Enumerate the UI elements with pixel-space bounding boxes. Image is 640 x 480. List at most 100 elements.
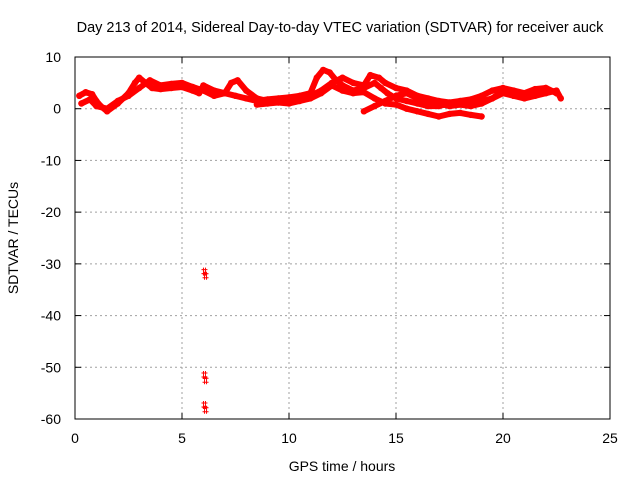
data-point (202, 405, 209, 414)
data-point (148, 84, 156, 92)
data-point (317, 90, 325, 97)
data-point (531, 92, 539, 100)
data-point (136, 74, 143, 81)
data-point (521, 90, 528, 97)
data-point (510, 92, 517, 100)
y-tick-label: -40 (41, 308, 61, 324)
data-point (264, 100, 271, 107)
data-point (424, 102, 432, 110)
data-point (103, 105, 111, 112)
data-point (521, 95, 528, 102)
data-point (136, 84, 143, 92)
y-tick-label: 0 (53, 101, 61, 117)
data-point (553, 90, 560, 97)
data-point (86, 96, 94, 103)
data-point (178, 79, 186, 87)
data-point (76, 92, 83, 100)
data-point (253, 95, 261, 102)
x-tick-label: 5 (178, 430, 186, 446)
data-point (243, 95, 250, 102)
data-point (253, 101, 261, 108)
data-point (307, 95, 314, 102)
data-point (360, 89, 368, 96)
data-points (76, 66, 564, 414)
data-point (328, 82, 335, 89)
data-point (275, 99, 282, 106)
x-tick-label: 15 (388, 430, 404, 446)
data-point (131, 79, 139, 87)
data-point (403, 97, 410, 105)
chart-title: Day 213 of 2014, Sidereal Day-to-day VTE… (77, 20, 605, 36)
series-trace-3 (253, 82, 485, 120)
y-tick-label: -60 (41, 411, 61, 427)
data-point (478, 100, 485, 107)
data-point (377, 84, 385, 92)
data-point (382, 79, 389, 87)
series-trace-4 (360, 84, 560, 115)
data-point (313, 74, 320, 81)
data-point (424, 110, 432, 118)
data-point (210, 92, 218, 100)
data-point (88, 91, 96, 98)
data-point (93, 102, 100, 110)
data-point (457, 101, 464, 108)
data-point (146, 77, 154, 84)
data-point (435, 113, 442, 120)
data-point (78, 100, 85, 107)
data-point (285, 100, 293, 107)
data-point (446, 102, 453, 110)
data-point (234, 77, 241, 84)
data-point (435, 100, 442, 107)
y-tick-label: -10 (41, 152, 61, 168)
data-point (467, 102, 475, 110)
data-point (82, 89, 89, 96)
data-point (403, 90, 410, 97)
data-point (221, 90, 228, 97)
data-point (489, 87, 496, 94)
data-point (367, 71, 374, 79)
data-point (414, 95, 421, 102)
y-tick-label: -20 (41, 204, 61, 220)
data-point (557, 95, 564, 102)
data-point (392, 84, 400, 92)
y-tick-label: 10 (45, 49, 61, 65)
data-point (202, 271, 209, 280)
x-tick-label: 20 (495, 430, 511, 446)
data-point (499, 87, 507, 94)
data-point (384, 90, 391, 97)
y-tick-label: -50 (41, 359, 61, 375)
data-point (542, 84, 549, 92)
data-point (392, 92, 400, 100)
data-point (531, 85, 539, 93)
data-point (168, 80, 175, 88)
data-point (320, 66, 327, 74)
data-point (350, 90, 357, 97)
data-point (243, 87, 250, 94)
data-point (339, 87, 346, 94)
data-point (339, 74, 346, 81)
data-point (202, 376, 209, 385)
data-point (228, 79, 235, 87)
data-point (403, 105, 410, 112)
series-line (253, 82, 485, 120)
data-point (375, 74, 383, 81)
data-point (114, 97, 122, 105)
data-point (392, 101, 400, 108)
x-tick-label: 25 (602, 430, 618, 446)
x-tick-label: 0 (71, 430, 79, 446)
data-point (189, 83, 196, 91)
data-point (296, 97, 303, 105)
x-tick-label: 10 (281, 430, 297, 446)
data-point (350, 79, 357, 87)
data-point (457, 109, 464, 117)
data-point (360, 82, 368, 89)
series-outliers (201, 267, 209, 414)
y-tick-label: -30 (41, 256, 61, 272)
data-point (414, 108, 421, 115)
data-point (232, 92, 239, 100)
data-point (371, 102, 378, 110)
data-point (467, 96, 475, 103)
data-point (360, 108, 368, 115)
plot-frame (74, 56, 611, 420)
